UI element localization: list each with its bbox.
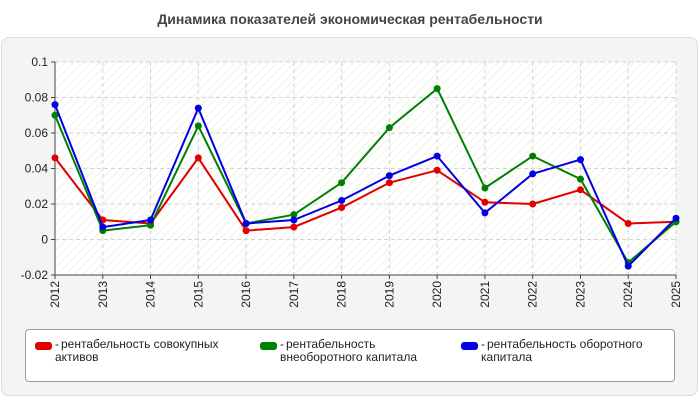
legend-label-noncurrent-capital: рентабельность внеоборотного капитала	[280, 337, 417, 364]
series-3-point	[481, 209, 489, 217]
series-3-point	[194, 104, 202, 112]
series-2-point	[529, 152, 537, 160]
legend-swatch-total-assets	[35, 342, 52, 350]
series-1-point	[338, 204, 346, 212]
y-tick-label: 0.08	[25, 91, 49, 105]
x-tick-label: 2017	[287, 281, 301, 308]
x-tick-label: 2022	[526, 281, 540, 308]
series-3-point	[576, 156, 584, 164]
series-3-point	[385, 172, 393, 180]
series-3-point	[529, 170, 537, 178]
x-tick-label: 2019	[382, 281, 396, 308]
legend-label-total-assets: рентабельность совокупных активов	[55, 337, 219, 364]
series-line-2	[54, 87, 677, 264]
x-tick-label: 2014	[144, 281, 158, 308]
x-tick-label: 2015	[191, 281, 205, 308]
series-3-point	[290, 216, 298, 224]
series-2-point	[51, 111, 59, 119]
series-3-point	[242, 220, 250, 228]
series-1-point	[481, 198, 489, 206]
legend: - рентабельность совокупных активов - рент…	[25, 329, 675, 382]
legend-swatch-noncurrent-capital	[260, 342, 277, 350]
series-2-point	[576, 175, 584, 183]
series-1-point	[624, 220, 632, 228]
y-tick-label: 0	[41, 233, 48, 247]
y-tick-label: 0.1	[31, 55, 48, 69]
legend-label-working-capital: рентабельность оборотного капитала	[481, 337, 643, 364]
series-3-point	[147, 216, 155, 224]
x-tick-label: 2018	[335, 281, 349, 308]
y-tick-label: 0.04	[25, 162, 49, 176]
series-2-point	[338, 179, 346, 187]
series-1-point	[51, 154, 59, 162]
series-1-point	[194, 154, 202, 162]
series-1-point	[290, 223, 298, 231]
x-tick-label: 2024	[621, 281, 635, 308]
y-tick-label: -0.02	[21, 268, 49, 282]
x-tick-label: 2012	[48, 281, 62, 308]
series-3-point	[672, 214, 680, 222]
series-2-point	[194, 122, 202, 130]
legend-swatch-working-capital	[461, 342, 478, 350]
series-1-point	[529, 200, 537, 208]
legend-item-noncurrent-capital: - рентабельность внеоборотного капитала	[260, 338, 417, 364]
series-2-point	[290, 211, 298, 219]
legend-item-total-assets: - рентабельность совокупных активов	[35, 338, 219, 364]
series-1-point	[433, 166, 441, 174]
series-2-point	[385, 124, 393, 132]
x-tick-label: 2020	[430, 281, 444, 308]
series-3-point	[51, 101, 59, 109]
y-tick-label: 0.02	[25, 197, 49, 211]
series-2-point	[481, 184, 489, 192]
series-2-point	[433, 85, 441, 93]
series-3-point	[433, 152, 441, 160]
series-line-3	[54, 104, 677, 268]
series-line-1	[54, 156, 677, 232]
y-tick-label: 0.06	[25, 126, 49, 140]
series-3-point	[338, 196, 346, 204]
series-1-point	[385, 179, 393, 187]
x-tick-label: 2025	[669, 281, 683, 308]
x-tick-label: 2013	[96, 281, 110, 308]
legend-item-working-capital: - рентабельность оборотного капитала	[461, 338, 643, 364]
series-1-point	[576, 186, 584, 194]
series-3-point	[624, 262, 632, 270]
x-tick-label: 2023	[573, 281, 587, 308]
chart-title: Динамика показателей экономическая рента…	[157, 11, 543, 27]
series-3-point	[99, 223, 107, 231]
series-1-point	[242, 227, 250, 235]
x-tick-label: 2016	[239, 281, 253, 308]
series-2-point	[147, 221, 155, 229]
x-tick-label: 2021	[478, 281, 492, 308]
